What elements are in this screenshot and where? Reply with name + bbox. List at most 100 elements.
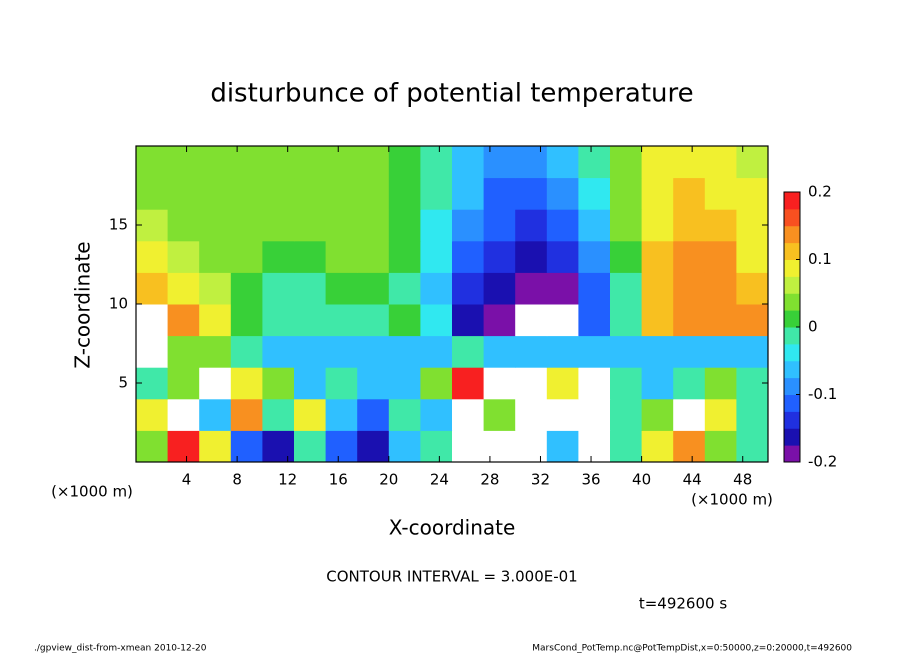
heat-cell bbox=[388, 209, 421, 242]
heat-cell bbox=[452, 335, 485, 368]
heat-cell bbox=[610, 209, 643, 242]
heat-cell bbox=[136, 398, 169, 431]
heat-cell bbox=[199, 398, 232, 431]
heat-cell bbox=[452, 209, 485, 242]
heat-cell bbox=[452, 398, 485, 431]
heat-cell bbox=[325, 209, 358, 242]
heat-cell bbox=[230, 430, 263, 463]
y-axis-label: Z-coordinate bbox=[71, 241, 95, 368]
x-axis-label: X-coordinate bbox=[389, 516, 516, 540]
heat-cell bbox=[388, 272, 421, 305]
colorbar-band bbox=[784, 445, 800, 463]
heat-cell bbox=[452, 177, 485, 210]
heat-cell bbox=[515, 146, 548, 179]
heat-cell bbox=[736, 240, 769, 273]
heat-cell bbox=[420, 367, 453, 400]
heat-cell bbox=[736, 398, 769, 431]
heat-cell bbox=[578, 209, 611, 242]
heat-cell bbox=[167, 367, 200, 400]
heat-cell bbox=[452, 304, 485, 337]
heat-cell bbox=[199, 272, 232, 305]
heat-cell bbox=[610, 146, 643, 179]
heat-cell bbox=[546, 272, 579, 305]
x-tick-label: 20 bbox=[379, 471, 398, 489]
colorbar-tick-label: 0.2 bbox=[808, 183, 832, 201]
heat-cell bbox=[230, 240, 263, 273]
heat-cell bbox=[420, 209, 453, 242]
heat-cell bbox=[420, 272, 453, 305]
time-label: t=492600 s bbox=[639, 595, 727, 613]
heat-cell bbox=[704, 367, 737, 400]
heat-cell bbox=[673, 209, 706, 242]
heat-cell bbox=[167, 430, 200, 463]
heat-cell bbox=[610, 177, 643, 210]
heat-cell bbox=[483, 398, 516, 431]
heat-cell bbox=[167, 398, 200, 431]
heat-cell bbox=[262, 367, 295, 400]
heat-cell bbox=[546, 146, 579, 179]
heat-cell bbox=[578, 335, 611, 368]
heat-cell bbox=[357, 146, 390, 179]
heat-cell bbox=[546, 240, 579, 273]
heat-cell bbox=[736, 335, 769, 368]
heat-cell bbox=[483, 177, 516, 210]
heat-cell bbox=[294, 367, 327, 400]
colorbar-band bbox=[784, 276, 800, 294]
y-tick-label: 5 bbox=[118, 374, 128, 392]
heat-cell bbox=[357, 335, 390, 368]
heat-cell bbox=[641, 398, 674, 431]
heat-cell bbox=[294, 335, 327, 368]
heat-cell bbox=[641, 146, 674, 179]
heat-cell bbox=[452, 146, 485, 179]
heat-cell bbox=[515, 335, 548, 368]
heat-cell bbox=[515, 177, 548, 210]
heat-cell bbox=[515, 367, 548, 400]
heat-cell bbox=[294, 398, 327, 431]
heat-cell bbox=[230, 398, 263, 431]
heat-cell bbox=[136, 146, 169, 179]
heat-cell bbox=[230, 146, 263, 179]
heat-cell bbox=[136, 240, 169, 273]
x-tick-label: 4 bbox=[182, 471, 192, 489]
chart-title: disturbunce of potential temperature bbox=[210, 79, 693, 109]
heat-cell bbox=[136, 430, 169, 463]
heat-cell bbox=[388, 240, 421, 273]
colorbar-band bbox=[784, 428, 800, 446]
heat-cell bbox=[578, 367, 611, 400]
heat-cell bbox=[167, 146, 200, 179]
heat-cell bbox=[230, 335, 263, 368]
x-tick-label: 28 bbox=[480, 471, 499, 489]
heat-cell bbox=[294, 209, 327, 242]
heat-cell bbox=[262, 146, 295, 179]
footer-left: ./gpview_dist-from-xmean 2010-12-20 bbox=[34, 644, 207, 654]
heat-cell bbox=[262, 240, 295, 273]
heat-cell bbox=[452, 430, 485, 463]
heat-cell bbox=[641, 367, 674, 400]
heat-cell bbox=[610, 240, 643, 273]
heat-cell bbox=[388, 430, 421, 463]
x-tick-label: 40 bbox=[632, 471, 651, 489]
x-tick-label: 36 bbox=[581, 471, 600, 489]
heat-cell bbox=[704, 240, 737, 273]
x-tick-label: 32 bbox=[531, 471, 550, 489]
heat-cell bbox=[167, 209, 200, 242]
heat-cell bbox=[294, 304, 327, 337]
heat-cell bbox=[736, 272, 769, 305]
heat-cell bbox=[325, 367, 358, 400]
heat-cell bbox=[641, 240, 674, 273]
heat-cell bbox=[483, 367, 516, 400]
heat-cell bbox=[673, 272, 706, 305]
heat-cell bbox=[704, 335, 737, 368]
heat-cell bbox=[136, 272, 169, 305]
heat-cell bbox=[610, 304, 643, 337]
heat-cell bbox=[230, 304, 263, 337]
heat-cell bbox=[262, 398, 295, 431]
heat-cell bbox=[578, 272, 611, 305]
colorbar-tick-label: 0 bbox=[808, 318, 818, 336]
heat-cell bbox=[136, 304, 169, 337]
heat-cell bbox=[546, 430, 579, 463]
heat-cell bbox=[673, 240, 706, 273]
heat-cell bbox=[420, 146, 453, 179]
heat-cell bbox=[325, 146, 358, 179]
